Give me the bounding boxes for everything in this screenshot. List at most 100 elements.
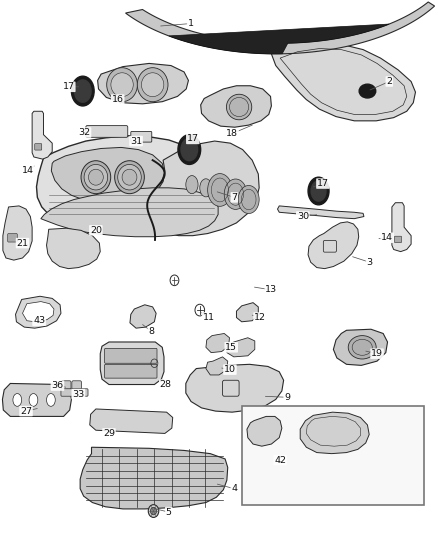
Ellipse shape [74, 80, 91, 102]
Ellipse shape [359, 84, 376, 98]
Text: 27: 27 [20, 407, 32, 416]
Polygon shape [300, 412, 369, 454]
Text: 14: 14 [22, 166, 34, 175]
Ellipse shape [141, 73, 164, 96]
Polygon shape [80, 447, 228, 509]
Text: 9: 9 [284, 393, 290, 402]
Polygon shape [15, 296, 61, 328]
Text: 10: 10 [224, 365, 236, 374]
Polygon shape [149, 141, 259, 236]
Ellipse shape [13, 393, 21, 406]
Text: 29: 29 [103, 429, 115, 438]
Ellipse shape [148, 505, 159, 518]
Text: 8: 8 [148, 327, 154, 336]
FancyBboxPatch shape [61, 381, 71, 389]
Polygon shape [278, 206, 364, 219]
Ellipse shape [111, 73, 133, 96]
Polygon shape [22, 302, 54, 322]
FancyBboxPatch shape [72, 381, 81, 389]
Text: 17: 17 [63, 82, 75, 91]
Text: 42: 42 [274, 456, 286, 464]
FancyBboxPatch shape [105, 365, 157, 378]
Ellipse shape [122, 169, 137, 185]
Text: 17: 17 [317, 179, 329, 188]
Ellipse shape [137, 68, 168, 102]
Text: 19: 19 [371, 349, 383, 358]
Ellipse shape [178, 135, 201, 165]
Ellipse shape [88, 169, 103, 185]
Polygon shape [126, 2, 434, 54]
Polygon shape [272, 43, 416, 121]
Text: 36: 36 [51, 381, 64, 390]
FancyBboxPatch shape [86, 126, 128, 138]
FancyBboxPatch shape [131, 132, 152, 142]
Ellipse shape [200, 179, 212, 197]
Polygon shape [186, 365, 284, 412]
Polygon shape [32, 111, 52, 159]
Polygon shape [98, 63, 188, 104]
Text: 3: 3 [367, 258, 373, 266]
Ellipse shape [226, 94, 252, 120]
FancyBboxPatch shape [61, 389, 88, 396]
Text: 1: 1 [187, 19, 194, 28]
FancyBboxPatch shape [105, 349, 157, 364]
Text: 5: 5 [166, 507, 172, 516]
Text: 28: 28 [160, 380, 172, 389]
Text: 17: 17 [187, 134, 199, 143]
Ellipse shape [224, 179, 247, 209]
Text: 15: 15 [225, 343, 237, 352]
Ellipse shape [186, 175, 198, 193]
Text: 13: 13 [265, 285, 277, 294]
Polygon shape [51, 148, 164, 200]
Polygon shape [90, 409, 173, 433]
Text: 4: 4 [231, 484, 237, 493]
Ellipse shape [214, 183, 226, 201]
Polygon shape [247, 416, 282, 446]
Polygon shape [169, 24, 389, 54]
Polygon shape [201, 86, 272, 127]
Polygon shape [3, 206, 32, 260]
FancyBboxPatch shape [395, 236, 402, 243]
Polygon shape [130, 305, 156, 328]
Ellipse shape [107, 68, 138, 102]
Text: 7: 7 [231, 193, 237, 202]
Ellipse shape [118, 165, 141, 190]
Polygon shape [237, 303, 258, 322]
Polygon shape [333, 329, 388, 366]
Ellipse shape [348, 336, 376, 359]
Text: 43: 43 [33, 316, 45, 325]
Ellipse shape [181, 139, 198, 161]
Ellipse shape [308, 177, 329, 205]
FancyBboxPatch shape [8, 233, 17, 242]
Ellipse shape [115, 161, 145, 193]
Ellipse shape [84, 165, 108, 190]
Polygon shape [36, 136, 208, 224]
Text: 33: 33 [72, 390, 85, 399]
Ellipse shape [81, 161, 111, 193]
FancyBboxPatch shape [242, 406, 424, 505]
Polygon shape [206, 357, 228, 375]
Ellipse shape [71, 76, 94, 106]
Text: 14: 14 [381, 233, 393, 243]
Polygon shape [227, 338, 255, 357]
Text: 16: 16 [112, 95, 124, 104]
Polygon shape [3, 383, 71, 416]
Text: 18: 18 [226, 129, 238, 138]
Text: 11: 11 [202, 313, 215, 322]
Text: 21: 21 [17, 239, 28, 248]
Ellipse shape [29, 393, 38, 406]
Polygon shape [206, 334, 230, 353]
Text: 32: 32 [78, 128, 91, 137]
Polygon shape [100, 342, 164, 384]
Text: 12: 12 [254, 313, 266, 322]
Ellipse shape [238, 185, 259, 214]
Ellipse shape [46, 393, 55, 406]
Text: 20: 20 [90, 226, 102, 235]
Ellipse shape [208, 174, 232, 206]
Ellipse shape [311, 181, 326, 201]
Polygon shape [308, 222, 359, 269]
Text: 2: 2 [386, 77, 392, 86]
Polygon shape [392, 203, 411, 252]
Polygon shape [41, 188, 218, 237]
Ellipse shape [150, 507, 156, 515]
